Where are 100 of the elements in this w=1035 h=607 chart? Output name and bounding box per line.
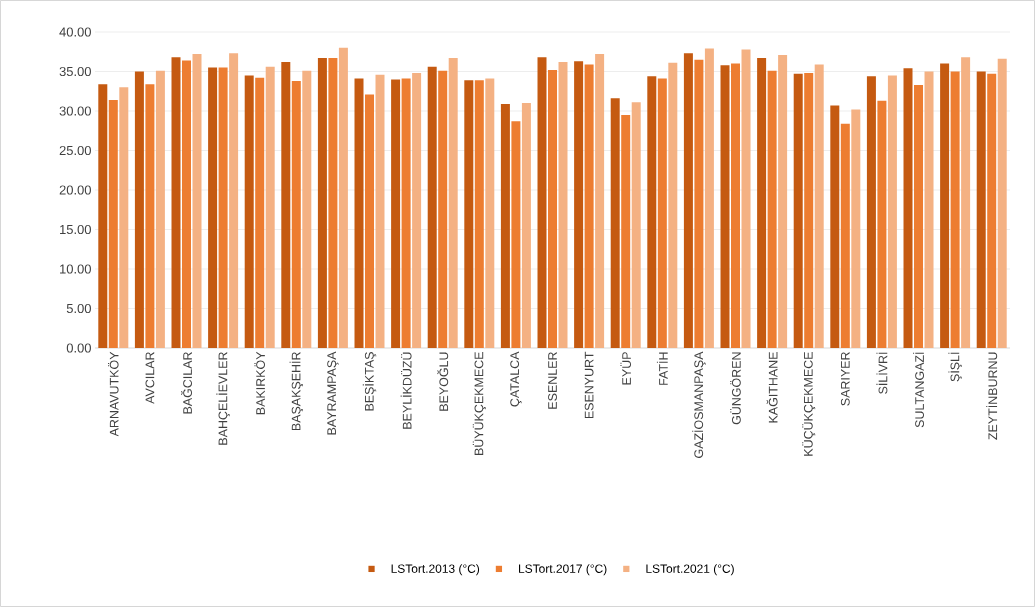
bar bbox=[365, 94, 374, 348]
bar bbox=[218, 67, 228, 348]
x-tick-label: SULTANGAZİ bbox=[913, 352, 924, 428]
x-tick-label: BEŞİKTAŞ bbox=[362, 352, 377, 411]
bar bbox=[192, 54, 202, 348]
bar bbox=[903, 68, 913, 348]
bar bbox=[521, 103, 531, 348]
legend-label: LSTort.2017 (°C) bbox=[519, 564, 607, 576]
bar bbox=[98, 84, 108, 348]
bar bbox=[668, 62, 678, 348]
bar bbox=[924, 71, 934, 348]
x-tick-label: BEYOĞLU bbox=[437, 352, 449, 411]
bar bbox=[255, 77, 265, 348]
bar bbox=[621, 114, 631, 348]
x-tick-label: EYÜP bbox=[620, 352, 631, 385]
bar bbox=[731, 63, 741, 348]
bar bbox=[694, 59, 704, 348]
bar bbox=[814, 64, 824, 348]
bar bbox=[412, 73, 422, 348]
bar bbox=[171, 57, 181, 348]
y-tick-label: 0.00 bbox=[66, 343, 91, 353]
bar bbox=[427, 66, 437, 348]
x-tick-label: BEYLİKDÜZÜ bbox=[400, 352, 412, 429]
x-tick-label: AVCILAR bbox=[145, 352, 155, 404]
x-tick-label: FATİH bbox=[656, 352, 668, 385]
bar bbox=[511, 121, 521, 348]
bar bbox=[208, 67, 218, 348]
bar bbox=[950, 71, 960, 348]
bar bbox=[500, 103, 510, 348]
bar bbox=[464, 80, 474, 348]
bar bbox=[548, 69, 557, 348]
bar bbox=[155, 70, 165, 348]
bar bbox=[683, 53, 693, 348]
bar bbox=[840, 123, 850, 348]
bar bbox=[401, 78, 411, 348]
bar bbox=[338, 47, 348, 348]
bar bbox=[851, 109, 861, 348]
bar bbox=[631, 102, 641, 348]
legend-label: LSTort.2021 (°C) bbox=[646, 564, 734, 576]
bar bbox=[940, 63, 950, 348]
bar bbox=[584, 64, 594, 348]
y-tick-label: 15.00 bbox=[60, 224, 91, 235]
bar bbox=[328, 58, 338, 348]
bar bbox=[474, 80, 484, 348]
bar bbox=[704, 48, 714, 348]
bar bbox=[887, 75, 897, 348]
bar bbox=[281, 62, 291, 348]
bar bbox=[720, 65, 730, 348]
y-tick-label: 20.00 bbox=[59, 185, 91, 195]
bar bbox=[997, 58, 1007, 348]
bar bbox=[657, 78, 667, 348]
bar bbox=[438, 70, 448, 348]
bar bbox=[375, 74, 385, 348]
bar bbox=[108, 99, 118, 348]
bar bbox=[866, 76, 876, 348]
bar bbox=[647, 76, 657, 348]
bar bbox=[778, 54, 788, 348]
bar bbox=[804, 73, 814, 348]
y-tick-label: 40.00 bbox=[59, 27, 91, 37]
bar bbox=[448, 58, 458, 348]
x-tick-label: ŞİŞLİ bbox=[948, 352, 962, 382]
bar bbox=[317, 58, 327, 348]
x-tick-label: BAHÇELİEVLER bbox=[216, 352, 230, 445]
x-tick-label: KÜÇÜKÇEKMECE bbox=[802, 352, 816, 456]
x-tick-label: BAYRAMPAŞA bbox=[327, 351, 339, 435]
x-tick-label: ESENYURT bbox=[584, 351, 594, 419]
x-tick-label: ESENLER bbox=[548, 352, 557, 409]
x-tick-label: BAŞAKŞEHİR bbox=[289, 352, 304, 431]
x-tick-label: KAĞITHANE bbox=[766, 352, 778, 423]
x-tick-label: BÜYÜKÇEKMECE bbox=[472, 352, 486, 455]
x-tick-label: BAĞCILAR bbox=[181, 352, 192, 414]
legend-label: LSTort.2013 (°C) bbox=[391, 564, 480, 576]
bar bbox=[757, 58, 767, 348]
x-tick-label: ÇATALCA bbox=[510, 351, 522, 407]
bar bbox=[119, 87, 129, 348]
bar bbox=[767, 70, 777, 348]
bar bbox=[265, 66, 275, 348]
bar bbox=[229, 53, 239, 348]
bar bbox=[182, 60, 191, 348]
y-tick-label: 35.00 bbox=[59, 66, 91, 77]
y-tick-label: 10.00 bbox=[60, 264, 91, 274]
x-tick-label: GÜNGÖREN bbox=[730, 352, 741, 425]
bar bbox=[244, 75, 254, 348]
bar bbox=[391, 79, 401, 348]
x-tick-label: SARIYER bbox=[840, 352, 850, 406]
bar bbox=[354, 78, 364, 348]
x-tick-label: GAZİOSMANPAŞA bbox=[692, 351, 706, 458]
bar bbox=[537, 57, 547, 348]
bar bbox=[830, 105, 840, 348]
bar bbox=[145, 84, 155, 348]
bar bbox=[610, 98, 620, 348]
bar bbox=[877, 100, 887, 348]
x-tick-label: ZEYTİNBURNU bbox=[986, 352, 998, 440]
x-tick-label: SİLİVRİ bbox=[876, 352, 888, 394]
y-tick-label: 30.00 bbox=[59, 106, 91, 116]
x-tick-label: ARNAVUTKÖY bbox=[108, 351, 119, 437]
x-tick-label: BAKIRKÖY bbox=[254, 351, 265, 415]
bar bbox=[961, 57, 971, 348]
bar bbox=[741, 49, 751, 348]
bar bbox=[302, 70, 312, 348]
